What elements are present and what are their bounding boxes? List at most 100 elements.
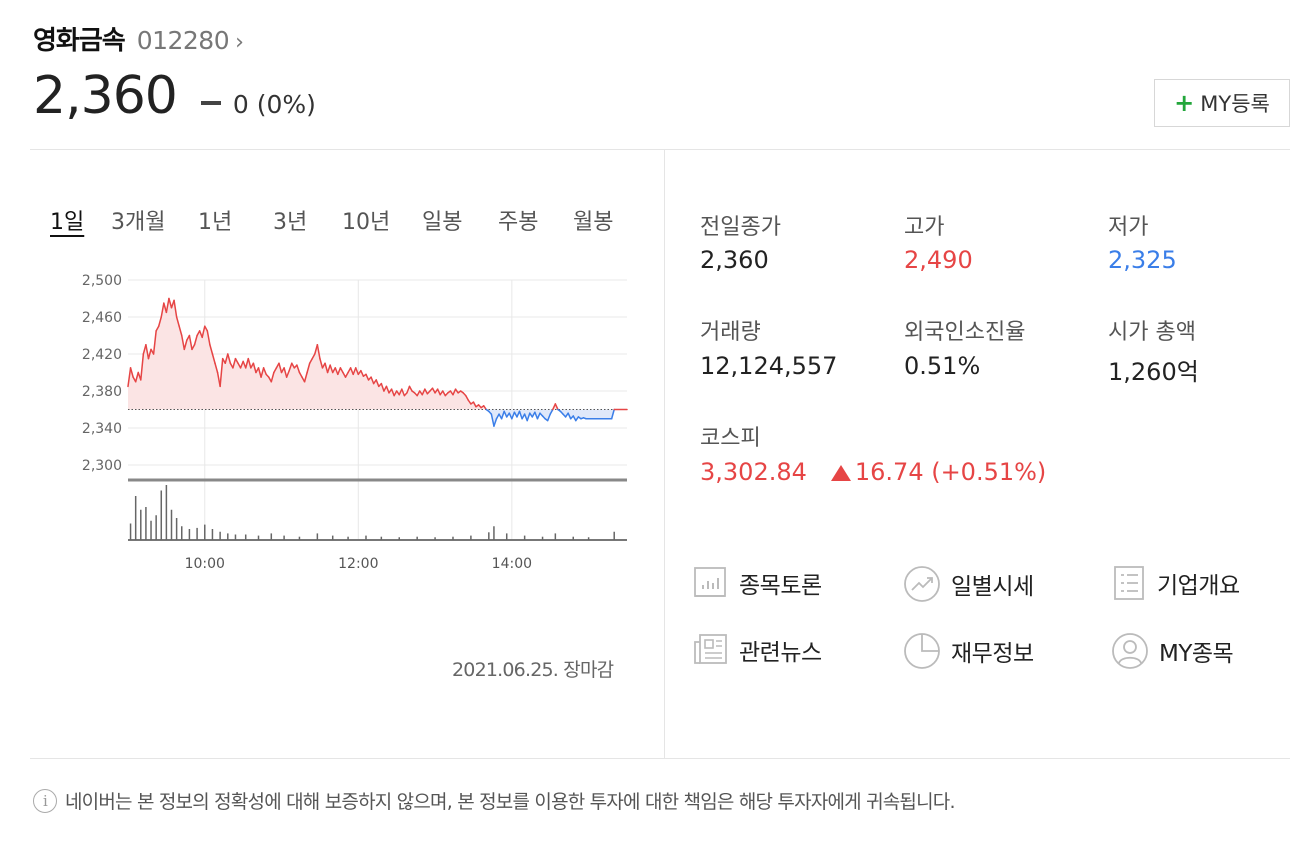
price-line-segment [288, 362, 293, 372]
price-line-segment [360, 369, 365, 377]
price-line-segment [191, 344, 196, 351]
company-overview-label: 기업개요 [1157, 573, 1240, 599]
daily-price-link[interactable]: 일별시세 [903, 565, 1034, 603]
disclaimer-text: 네이버는 본 정보의 정확성에 대해 보증하지 않으며, 본 정보를 이용한 투… [65, 791, 956, 813]
plus-icon: + [1174, 89, 1195, 117]
discussion-link[interactable]: 종목토론 [693, 565, 822, 601]
tab-1day[interactable]: 1일 [50, 210, 85, 235]
prev-close-value: 2,360 [700, 246, 769, 274]
price-line-segment [380, 382, 385, 392]
kospi-label[interactable]: 코스피 [700, 426, 761, 451]
volume-label: 거래량 [700, 320, 761, 345]
price-line-segment [134, 371, 139, 383]
tab-1year[interactable]: 1년 [198, 210, 233, 235]
price-line-segment [375, 379, 380, 388]
price-line-segment [534, 411, 539, 420]
x-tick-label: 12:00 [338, 556, 378, 572]
price-line-segment [424, 388, 429, 395]
price-line-segment [155, 325, 160, 332]
y-tick-label: 2,300 [82, 458, 122, 474]
price-line-segment [147, 348, 152, 360]
price-line-segment [145, 344, 150, 360]
y-tick-label: 2,420 [82, 347, 122, 363]
my-stocks-label: MY종목 [1159, 641, 1234, 667]
price-line-segment [493, 418, 498, 427]
market-cap-value: 1,260억 [1108, 358, 1199, 386]
price-line-segment [546, 413, 551, 422]
stock-name[interactable]: 영화금속 [33, 26, 126, 56]
daily-price-label: 일별시세 [951, 574, 1034, 600]
price-line-segment [349, 367, 354, 376]
price-line-segment [316, 344, 321, 360]
price-line-segment [308, 357, 313, 364]
company-overview-link[interactable]: 기업개요 [1113, 565, 1240, 601]
price-line-segment [283, 367, 288, 378]
price-line-segment [319, 357, 324, 369]
price-line-segment [436, 388, 441, 396]
my-stocks-link[interactable]: MY종목 [1111, 632, 1234, 670]
tab-weekly[interactable]: 주봉 [498, 210, 539, 235]
price-line-segment [173, 299, 178, 318]
unchanged-dash-icon [200, 101, 221, 105]
low-value: 2,325 [1108, 246, 1177, 274]
price-line-segment [157, 316, 163, 327]
price-line-segment [503, 410, 508, 418]
tab-monthly[interactable]: 월봉 [573, 210, 614, 235]
price-line-segment [334, 367, 339, 376]
price-line-segment [183, 339, 188, 351]
list-document-icon [1114, 566, 1144, 600]
price-line-segment [339, 367, 344, 374]
tab-10years[interactable]: 10년 [342, 210, 391, 235]
price-line-segment [337, 367, 342, 376]
price-line-segment [390, 388, 395, 397]
disclaimer: i 네이버는 본 정보의 정확성에 대해 보증하지 않으며, 본 정보를 이용한… [33, 787, 956, 814]
price-line-segment [536, 412, 541, 420]
price-line-segment [165, 297, 170, 314]
price-line-segment [352, 367, 357, 376]
price-line-segment [285, 369, 290, 378]
price-line-segment [296, 364, 301, 374]
chevron-right-icon[interactable]: › [235, 30, 244, 55]
price-line-segment [140, 353, 145, 381]
price-line-segment [329, 364, 334, 374]
price-line-segment [431, 387, 436, 394]
price-change: 0 (0%) [200, 90, 316, 119]
x-tick-label: 10:00 [185, 556, 225, 572]
info-icon: i [33, 788, 57, 813]
tab-3years[interactable]: 3년 [273, 210, 308, 235]
related-news-link[interactable]: 관련뉴스 [693, 632, 822, 668]
add-to-my-button[interactable]: + MY등록 [1154, 79, 1290, 127]
intraday-chart[interactable]: 2,500 2,460 2,420 2,380 2,340 2,300 10:00 12:00… [60, 260, 640, 580]
price-line-segment [244, 357, 250, 369]
price-line-segment [385, 385, 390, 394]
price-line-segment [209, 344, 214, 355]
y-tick-label: 2,460 [82, 310, 122, 326]
price-line-segment [567, 412, 572, 420]
stock-code[interactable]: 012280 [136, 26, 230, 55]
price-line-segment [206, 330, 211, 346]
price-line-segment [554, 403, 559, 411]
pie-chart-icon [904, 633, 940, 669]
add-to-my-label: MY등록 [1200, 92, 1270, 116]
high-label: 고가 [904, 215, 945, 240]
price-line-segment [175, 316, 180, 327]
financial-info-link[interactable]: 재무정보 [903, 632, 1034, 670]
tab-3months[interactable]: 3개월 [111, 210, 166, 235]
price-line-segment [416, 390, 421, 397]
price-row: 2,360 0 (0%) [33, 66, 316, 126]
prev-close-label: 전일종가 [700, 215, 781, 240]
kospi-change: 16.74 (+0.51%) [854, 458, 1047, 486]
divider-bottom [30, 758, 1290, 759]
chart-period-tabs: 1일 3개월 1년 3년 10년 일봉 주봉 월봉 [50, 204, 630, 238]
tab-daily[interactable]: 일봉 [422, 210, 463, 235]
price-line-segment [227, 353, 232, 364]
low-label: 저가 [1108, 215, 1149, 240]
price-line-segment [204, 325, 209, 332]
price-line-segment [224, 353, 229, 364]
price-line-segment [257, 367, 262, 378]
high-value: 2,490 [904, 246, 973, 274]
market-cap-label: 시가 총액 [1108, 320, 1196, 345]
price-line-segment [465, 394, 470, 401]
price-line-segment [326, 364, 331, 374]
price-line-segment [311, 353, 316, 360]
